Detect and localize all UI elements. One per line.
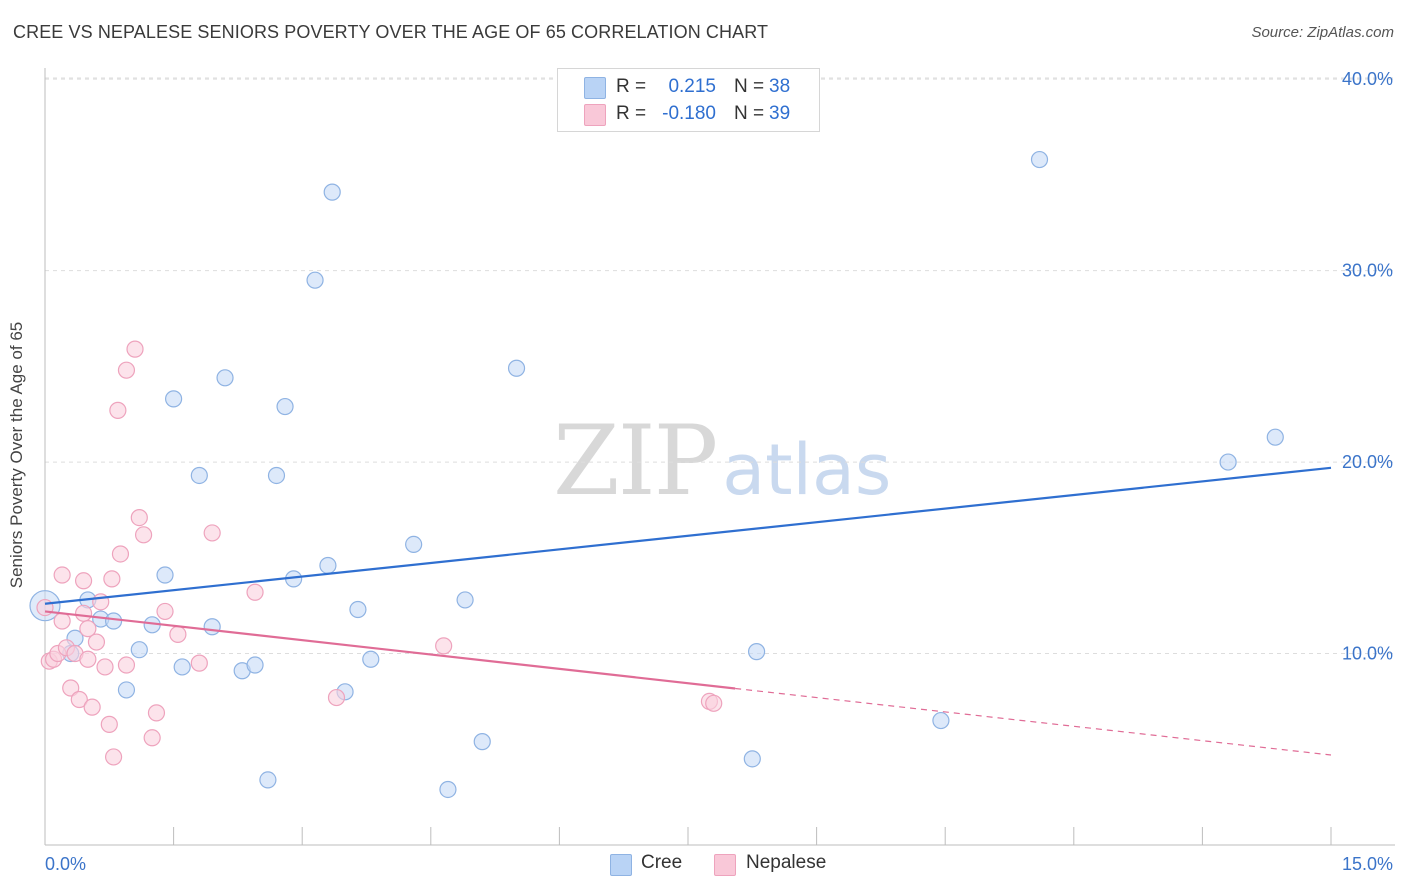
cree-point — [104, 612, 123, 630]
cree-point — [1219, 453, 1237, 471]
cree-point — [165, 390, 183, 408]
nepalese-point — [117, 656, 136, 674]
nepalese-point — [126, 340, 144, 358]
x-tick-label: 15.0% — [1342, 854, 1393, 874]
nepalese-point — [62, 679, 80, 697]
cree-point — [156, 566, 174, 584]
watermark: ZIPatlas — [553, 405, 891, 517]
cree-point — [216, 369, 234, 387]
nepalese-point — [435, 637, 453, 655]
cree-point — [473, 733, 491, 751]
legend-r-label: R = — [616, 76, 647, 97]
nepalese-point — [246, 583, 264, 601]
watermark-atlas: atlas — [722, 429, 892, 511]
nepalese-point — [156, 602, 174, 621]
cree-point — [743, 750, 761, 768]
nepalese-point — [53, 612, 71, 630]
legend-r-value: -0.180 — [662, 103, 716, 124]
cree-point — [932, 711, 950, 730]
nepalese-trend-line — [44, 610, 736, 690]
cree-point — [173, 658, 191, 676]
correlation-legend: R = 0.215 N = 38 R = -0.180 N = 39 — [557, 68, 820, 132]
cree-point — [319, 556, 337, 575]
cree-point — [456, 591, 474, 609]
legend-r-label: R = — [616, 103, 647, 124]
y-tick-label: 10.0% — [1342, 644, 1393, 664]
cree-point — [276, 397, 294, 416]
cree-point — [323, 183, 341, 201]
legend-swatch-nepalese — [584, 104, 606, 126]
legend-n-value: 39 — [769, 103, 791, 124]
legend-row-nepalese: R = -0.180 N = 39 — [558, 101, 819, 127]
legend-row-cree: R = 0.215 N = 38 — [558, 74, 819, 100]
nepalese-point — [103, 570, 121, 588]
nepalese-point — [96, 658, 114, 676]
nepalese-point — [53, 566, 71, 584]
nepalese-point — [87, 633, 106, 651]
nepalese-point — [74, 604, 93, 622]
cree-point — [267, 466, 286, 485]
cree-point — [117, 681, 136, 699]
nepalese-point — [147, 704, 166, 722]
nepalese-point — [109, 401, 127, 419]
legend-n-label: N = — [734, 76, 765, 97]
nepalese-point — [130, 508, 148, 527]
cree-point — [439, 780, 457, 799]
nepalese-point — [203, 524, 221, 542]
nepalese-trend-line-dashed — [735, 687, 1332, 756]
cree-point — [203, 618, 221, 636]
watermark-zip: ZIP — [553, 405, 718, 517]
bottom-legend-label-cree: Cree — [641, 852, 683, 873]
y-axis-label-wrap: Seniors Poverty Over the Age of 65 — [7, 322, 27, 588]
cree-trend-line — [44, 466, 1332, 605]
nepalese-point — [117, 361, 136, 379]
cree-point — [1266, 428, 1284, 446]
cree-point — [747, 643, 766, 661]
nepalese-point — [169, 625, 187, 643]
bottom-legend-swatch-cree — [610, 854, 632, 876]
cree-point — [362, 650, 380, 668]
cree-point — [1030, 150, 1049, 169]
legend-swatch-cree — [584, 77, 606, 99]
legend-r-value: 0.215 — [668, 76, 716, 97]
cree-point — [259, 771, 277, 789]
nepalese-point — [134, 526, 153, 544]
nepalese-point — [705, 694, 723, 712]
nepalese-point — [104, 748, 123, 766]
cree-point — [507, 359, 526, 377]
bottom-legend-label-nepalese: Nepalese — [746, 852, 827, 873]
cree-point — [246, 656, 264, 674]
nepalese-point — [100, 715, 118, 733]
y-tick-label: 30.0% — [1342, 261, 1393, 281]
source-label: Source: ZipAtlas.com — [1251, 24, 1394, 41]
y-tick-label: 40.0% — [1342, 69, 1393, 89]
cree-point — [306, 271, 324, 289]
nepalese-point — [327, 688, 346, 707]
legend-n-label: N = — [734, 103, 765, 124]
cree-point — [130, 641, 148, 659]
cree-point — [190, 466, 208, 485]
nepalese-point — [79, 620, 97, 638]
legend-n-value: 38 — [769, 76, 791, 97]
y-tick-label: 20.0% — [1342, 452, 1393, 472]
nepalese-point — [83, 698, 101, 716]
nepalese-point — [70, 690, 88, 709]
nepalese-point — [190, 654, 208, 672]
chart-title: CREE VS NEPALESE SENIORS POVERTY OVER TH… — [13, 22, 769, 42]
x-tick-label: 0.0% — [45, 854, 86, 874]
cree-point — [405, 535, 423, 554]
nepalese-point — [79, 650, 97, 668]
nepalese-point — [74, 572, 93, 590]
cree-point — [349, 600, 367, 619]
bottom-legend-swatch-nepalese — [714, 854, 736, 876]
nepalese-point — [111, 545, 130, 563]
nepalese-point — [143, 729, 161, 747]
nepalese-point — [36, 598, 54, 617]
y-axis-label: Seniors Poverty Over the Age of 65 — [7, 321, 26, 589]
